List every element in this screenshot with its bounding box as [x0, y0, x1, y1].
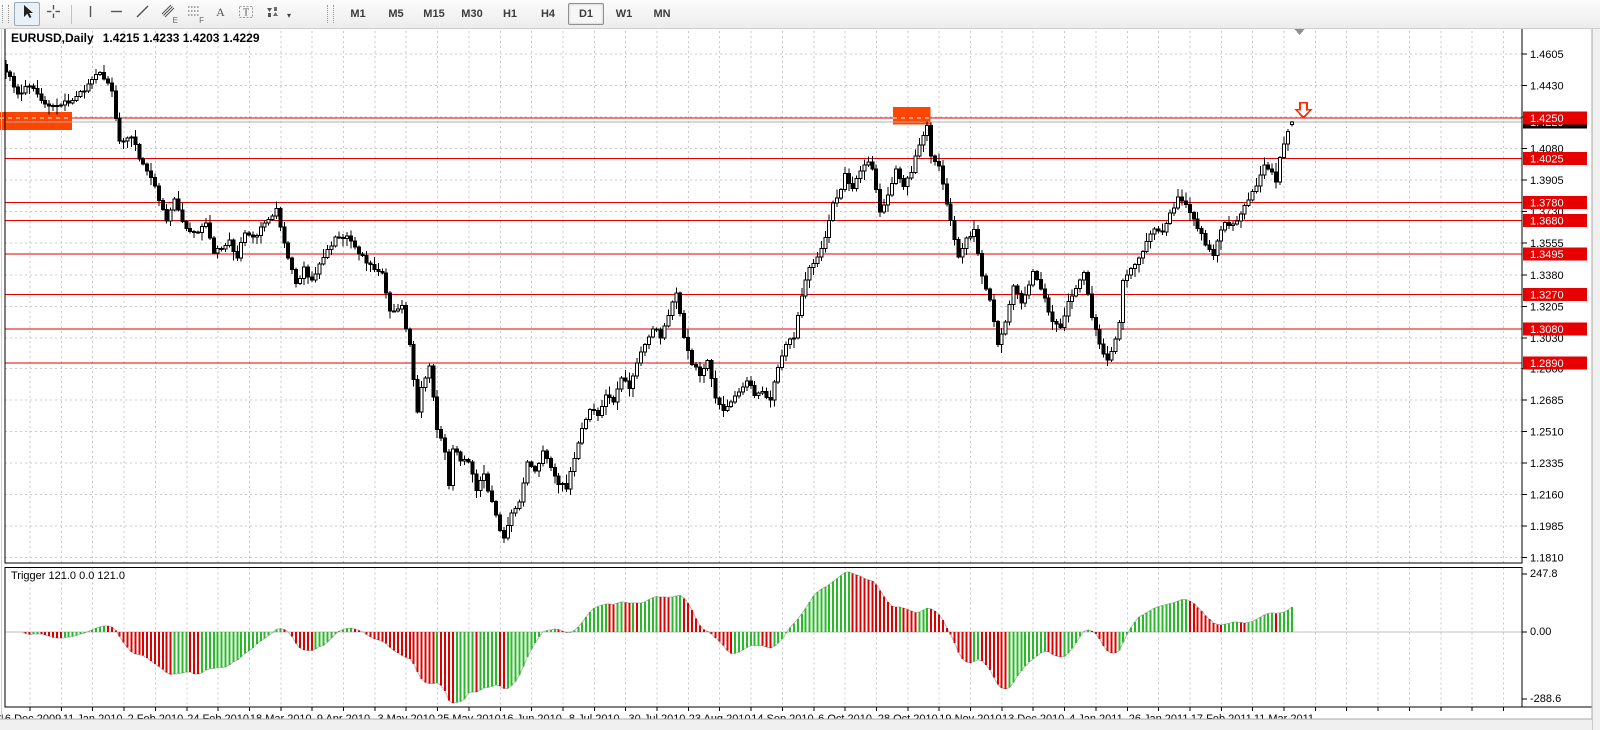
svg-text:1.2510: 1.2510 [1530, 427, 1564, 439]
grid-layer [5, 26, 1522, 707]
timeframe-h4[interactable]: H4 [540, 8, 556, 20]
main-pane [0, 26, 1522, 707]
tool-horizontal-line[interactable] [103, 2, 129, 26]
level-price-label [1523, 214, 1587, 228]
svg-text:1.2160: 1.2160 [1530, 490, 1564, 502]
level-price-label [1523, 196, 1587, 210]
svg-text:1.3905: 1.3905 [1530, 175, 1564, 187]
level-price-label [1523, 322, 1587, 336]
arrows-dropdown-icon[interactable]: ▾ [286, 11, 291, 20]
timeframe-m15[interactable]: M15 [423, 8, 445, 20]
svg-text:1.3680: 1.3680 [1530, 216, 1564, 228]
arrows-icon [265, 4, 280, 24]
crosshair-icon [46, 4, 61, 24]
svg-text:1.4025: 1.4025 [1530, 154, 1564, 166]
timeframe-m1[interactable]: M1 [350, 8, 366, 20]
toolbar-drag-handle[interactable] [2, 5, 9, 23]
svg-text:1.3205: 1.3205 [1530, 301, 1564, 313]
fibonacci-icon [187, 4, 202, 24]
horizontal-line-icon [109, 4, 124, 24]
svg-text:1.2890: 1.2890 [1530, 358, 1564, 370]
timeframe-w1[interactable]: W1 [615, 8, 633, 20]
rectangle-objects[interactable] [0, 106, 931, 131]
svg-text:1.4605: 1.4605 [1530, 49, 1564, 61]
resistance-levels[interactable] [5, 117, 1522, 364]
toolbar-drag-handle[interactable] [327, 5, 334, 23]
symbol-period-label: EURUSD,Daily [11, 31, 94, 45]
svg-text:T: T [243, 7, 249, 18]
chart-title: EURUSD,Daily 1.4215 1.4233 1.4203 1.4229 [11, 31, 260, 45]
tool-trendline[interactable] [129, 2, 155, 26]
tool-sub-letter: F [199, 16, 204, 25]
svg-text:1.3270: 1.3270 [1530, 290, 1564, 302]
level-price-label [1523, 356, 1587, 370]
indicator-label: Trigger 121.0 0.0 121.0 [11, 570, 125, 582]
svg-text:1.3780: 1.3780 [1530, 198, 1564, 210]
svg-text:1.4430: 1.4430 [1530, 81, 1564, 93]
toolbar-separator [71, 4, 72, 24]
svg-text:A: A [216, 5, 225, 19]
svg-text:1.1810: 1.1810 [1530, 553, 1564, 565]
timeframe-m5[interactable]: M5 [388, 8, 404, 20]
tool-sub-letter: E [172, 16, 178, 25]
window-bottom-edge [0, 719, 1592, 730]
svg-text:-288.6: -288.6 [1530, 693, 1561, 705]
text-label-icon: T [238, 4, 254, 25]
level-price-label [1523, 247, 1587, 261]
trigger-histogram [24, 572, 1293, 703]
ohlc-values: 1.4215 1.4233 1.4203 1.4229 [102, 31, 260, 45]
timeframe-d1[interactable]: D1 [568, 3, 604, 25]
svg-text:1.2685: 1.2685 [1530, 395, 1564, 407]
sell-arrow-icon[interactable] [1294, 101, 1313, 119]
indicator-pane [5, 571, 1522, 704]
svg-text:1.3495: 1.3495 [1530, 249, 1564, 261]
level-price-label [1523, 152, 1587, 166]
equidistant-channel-icon [161, 4, 176, 24]
svg-text:247.8: 247.8 [1530, 568, 1558, 580]
svg-text:0.00: 0.00 [1530, 626, 1551, 638]
tool-fibonacci[interactable]: F [181, 2, 207, 26]
svg-text:1.3080: 1.3080 [1530, 324, 1564, 336]
level-price-label [1523, 288, 1587, 302]
svg-text:1.3030: 1.3030 [1530, 333, 1564, 345]
tool-vertical-line[interactable] [77, 2, 103, 26]
tool-arrows[interactable]: ▾ [259, 2, 291, 26]
tool-equidistant-channel[interactable]: E [155, 2, 181, 26]
tool-text[interactable]: A [207, 2, 233, 26]
toolbar: E F A T ▾ M1 M5 M15 M30 H1 H4 D1 W1 MN [0, 0, 1600, 29]
timeframe-m30[interactable]: M30 [461, 8, 483, 20]
level-price-label [1523, 111, 1587, 125]
tool-cursor[interactable] [14, 2, 40, 26]
window-right-edge [1592, 26, 1600, 730]
price-axis[interactable]: 1.46051.44301.42551.40801.39051.37301.35… [1522, 49, 1587, 705]
trendline-icon [135, 4, 150, 24]
svg-text:1.4250: 1.4250 [1530, 113, 1564, 125]
svg-text:1.3380: 1.3380 [1530, 270, 1564, 282]
timeframe-h1[interactable]: H1 [502, 8, 518, 20]
tool-crosshair[interactable] [40, 2, 66, 26]
timeframe-group: M1 M5 M15 M30 H1 H4 D1 W1 MN [325, 3, 681, 25]
cursor-icon [20, 4, 35, 24]
tool-text-label[interactable]: T [233, 2, 259, 26]
svg-text:1.3555: 1.3555 [1530, 238, 1564, 250]
timeframe-mn[interactable]: MN [653, 8, 671, 20]
candles-layer [5, 60, 1294, 543]
svg-text:1.2335: 1.2335 [1530, 458, 1564, 470]
chart-shift-marker-icon[interactable] [1293, 28, 1306, 35]
text-icon: A [213, 4, 228, 24]
vertical-line-icon [83, 4, 98, 24]
svg-text:1.1985: 1.1985 [1530, 521, 1564, 533]
